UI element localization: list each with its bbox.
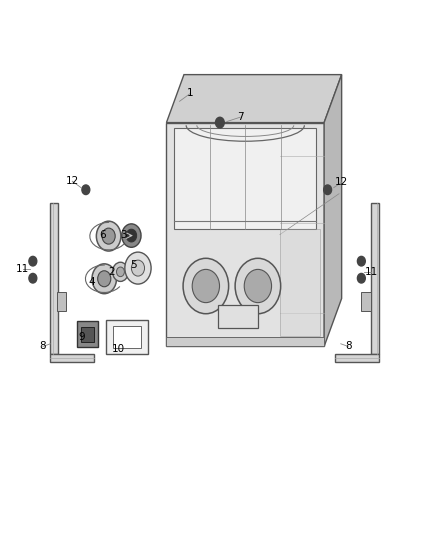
Circle shape — [183, 259, 229, 314]
Bar — [166, 337, 324, 346]
Circle shape — [215, 117, 224, 128]
Polygon shape — [280, 229, 320, 336]
Circle shape — [113, 262, 128, 281]
Text: 9: 9 — [78, 332, 85, 342]
Polygon shape — [50, 203, 58, 354]
Polygon shape — [324, 75, 342, 346]
Circle shape — [117, 267, 124, 277]
Bar — [77, 321, 98, 347]
Bar — [106, 320, 148, 354]
Text: 6: 6 — [99, 230, 106, 239]
Circle shape — [92, 264, 117, 294]
Circle shape — [131, 260, 145, 276]
Bar — [361, 292, 371, 311]
Circle shape — [29, 256, 37, 266]
Circle shape — [126, 229, 137, 242]
Text: 5: 5 — [130, 260, 137, 270]
Circle shape — [96, 221, 121, 251]
Text: 11: 11 — [365, 267, 378, 277]
Circle shape — [235, 259, 281, 314]
Bar — [57, 292, 66, 311]
Circle shape — [102, 228, 115, 244]
Bar — [113, 326, 141, 348]
Polygon shape — [335, 354, 379, 362]
Circle shape — [125, 252, 151, 284]
Circle shape — [82, 185, 90, 195]
Text: 12: 12 — [335, 177, 348, 187]
Text: 7: 7 — [237, 112, 244, 122]
Bar — [81, 327, 94, 342]
Bar — [174, 128, 316, 229]
Circle shape — [357, 273, 365, 283]
Bar — [166, 123, 324, 346]
Text: 8: 8 — [345, 342, 352, 351]
Text: 8: 8 — [39, 342, 46, 351]
Circle shape — [244, 269, 272, 303]
Text: 1: 1 — [187, 88, 194, 98]
Polygon shape — [166, 75, 342, 123]
Circle shape — [29, 273, 37, 283]
Polygon shape — [50, 354, 94, 362]
Circle shape — [192, 269, 219, 303]
Circle shape — [357, 256, 365, 266]
Polygon shape — [371, 203, 379, 354]
Text: 4: 4 — [88, 278, 95, 287]
Circle shape — [122, 224, 141, 247]
Circle shape — [324, 185, 332, 195]
Bar — [219, 305, 258, 328]
Text: 10: 10 — [112, 344, 125, 354]
Text: 3: 3 — [120, 230, 127, 239]
Text: 2: 2 — [108, 267, 115, 277]
Circle shape — [98, 271, 111, 287]
Text: 12: 12 — [66, 176, 79, 186]
Text: 11: 11 — [16, 264, 29, 274]
